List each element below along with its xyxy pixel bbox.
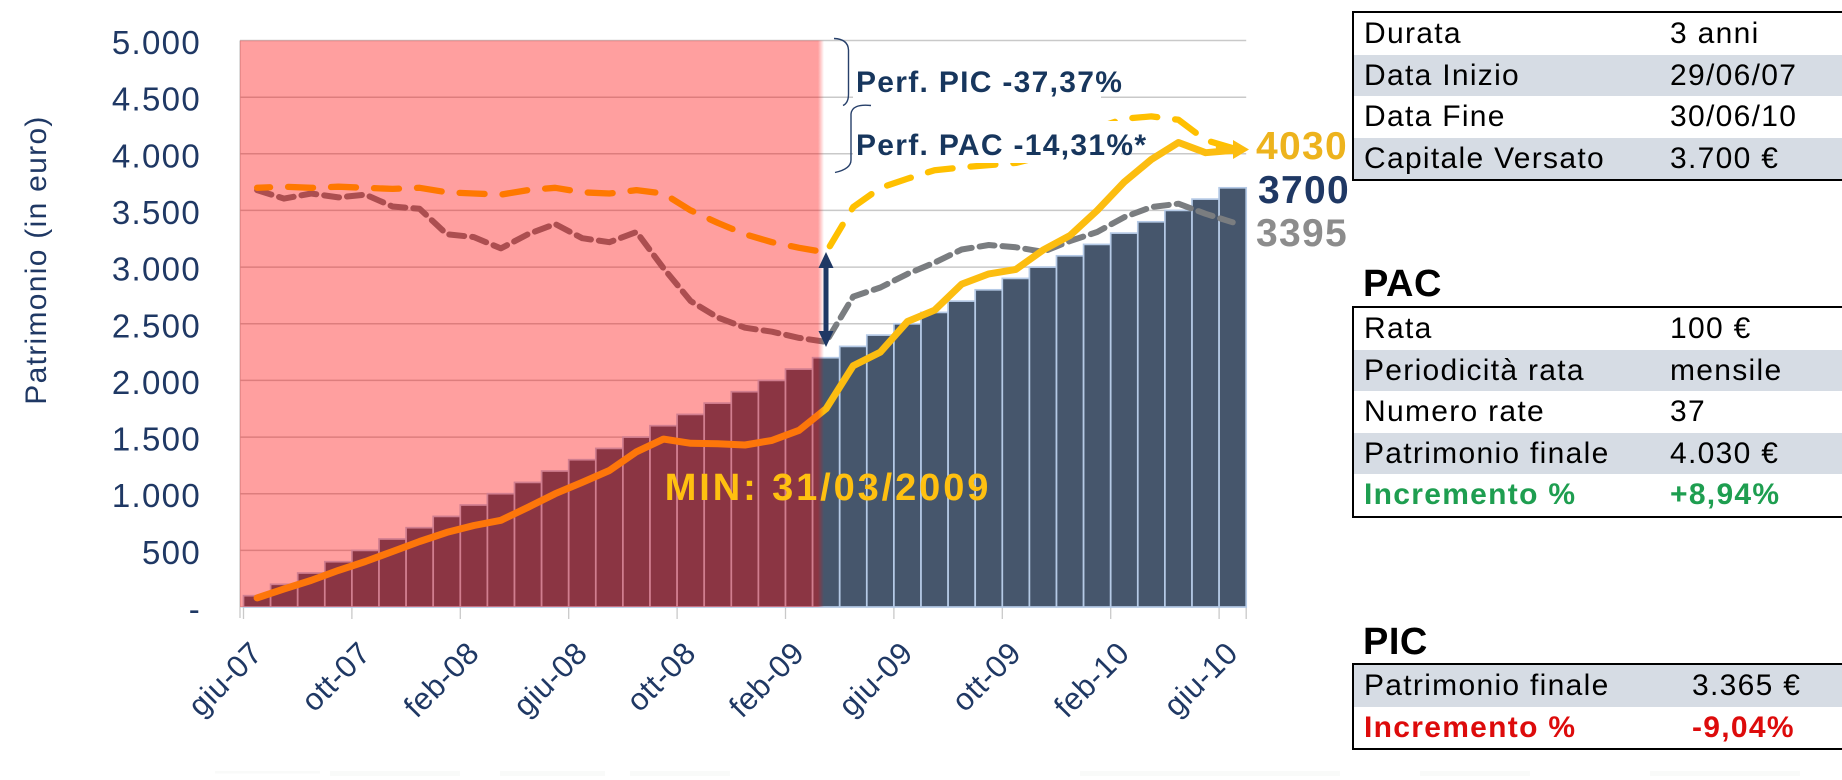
- svg-text:giu-10: giu-10: [1157, 635, 1245, 723]
- svg-text:MIN: 31/03/2009: MIN: 31/03/2009: [665, 467, 992, 509]
- svg-text:4030: 4030: [1256, 125, 1348, 168]
- svg-text:feb-09: feb-09: [722, 635, 811, 724]
- svg-text:feb-10: feb-10: [1047, 635, 1136, 724]
- svg-text:1.500: 1.500: [112, 421, 201, 458]
- svg-text:giu-07: giu-07: [181, 635, 269, 723]
- svg-text:3700: 3700: [1258, 169, 1350, 212]
- svg-text:ott-08: ott-08: [620, 635, 703, 718]
- svg-text:ott-07: ott-07: [294, 635, 377, 718]
- svg-text:Perf. PAC -14,31%*: Perf. PAC -14,31%*: [856, 129, 1147, 162]
- svg-text:Patrimonio (in euro): Patrimonio (in euro): [20, 115, 53, 404]
- svg-text:giu-08: giu-08: [506, 635, 594, 723]
- svg-text:ott-09: ott-09: [945, 635, 1028, 718]
- svg-text:3.000: 3.000: [112, 251, 201, 288]
- svg-text:4.500: 4.500: [112, 81, 201, 118]
- svg-text:-: -: [189, 591, 201, 628]
- svg-text:3.500: 3.500: [112, 194, 201, 231]
- svg-text:500: 500: [142, 534, 201, 571]
- svg-text:2.500: 2.500: [112, 307, 201, 344]
- svg-text:1.000: 1.000: [112, 477, 201, 514]
- svg-text:2.000: 2.000: [112, 364, 201, 401]
- svg-text:feb-08: feb-08: [397, 635, 486, 724]
- svg-text:5.000: 5.000: [112, 24, 201, 61]
- svg-text:Perf. PIC -37,37%: Perf. PIC -37,37%: [856, 66, 1123, 99]
- svg-text:giu-09: giu-09: [832, 635, 920, 723]
- svg-text:3395: 3395: [1256, 212, 1348, 255]
- svg-text:4.000: 4.000: [112, 137, 201, 174]
